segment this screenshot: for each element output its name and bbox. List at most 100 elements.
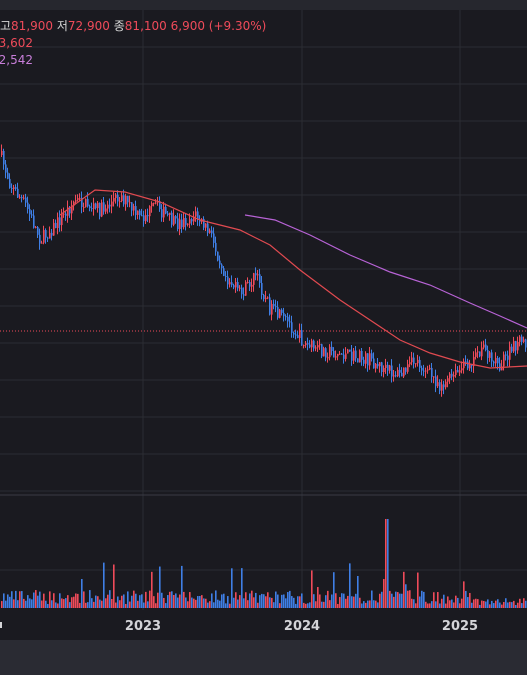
candle-body: [225, 275, 227, 277]
candle-body: [309, 344, 311, 348]
volume-bar: [387, 519, 389, 608]
candle-body: [277, 307, 279, 318]
volume-bar: [1, 601, 3, 608]
volume-bar: [125, 603, 127, 608]
volume-bar: [403, 571, 405, 608]
candle-body: [349, 349, 351, 352]
candle-body: [423, 370, 425, 372]
x-tick-label: 2025: [442, 619, 478, 634]
candle-body: [403, 367, 405, 377]
volume-bar: [459, 603, 461, 608]
volume-bar: [205, 598, 207, 608]
volume-bar: [71, 597, 73, 608]
candle-body: [443, 384, 445, 388]
volume-bar: [227, 596, 229, 608]
volume-bar: [443, 594, 445, 608]
volume-bar: [447, 596, 449, 608]
candle-body: [19, 197, 21, 199]
volume-bar: [63, 599, 65, 608]
candle-body: [419, 359, 421, 368]
candle-body: [45, 230, 47, 238]
volume-bar: [107, 594, 109, 608]
volume-bar: [147, 601, 149, 608]
candle-body: [153, 202, 155, 204]
candle-body: [125, 195, 127, 205]
candle-body: [399, 369, 401, 373]
candle-body: [389, 365, 391, 371]
volume-bar: [289, 590, 291, 608]
ma2-row: 82,542: [0, 52, 266, 69]
volume-bar: [449, 600, 451, 608]
volume-bar: [303, 602, 305, 608]
volume-bar: [25, 600, 27, 608]
candle-body: [473, 356, 475, 367]
volume-bar: [261, 593, 263, 608]
candle-body: [391, 365, 393, 377]
candle-body: [69, 207, 71, 214]
volume-bar: [155, 603, 157, 608]
volume-bar: [517, 602, 519, 608]
volume-bar: [187, 601, 189, 608]
candle-body: [223, 268, 225, 276]
volume-bar: [81, 579, 83, 608]
volume-bar: [277, 594, 279, 608]
candle-body: [127, 195, 129, 203]
candle-body: [507, 355, 509, 360]
ohlc-legend: 고81,900 저72,900 종81,100 6,900 (+9.30%) 8…: [0, 18, 266, 69]
volume-bar: [349, 563, 351, 608]
candle-body: [271, 303, 273, 315]
volume-bar: [359, 597, 361, 608]
chart-svg[interactable]: 2023 2024 2025: [0, 10, 527, 640]
candle-body: [167, 213, 169, 215]
candle-body: [253, 273, 255, 285]
candle-body: [29, 209, 31, 215]
candle-body: [257, 274, 259, 276]
candle-body: [27, 202, 29, 210]
candle-body: [159, 201, 161, 210]
candle-body: [479, 351, 481, 357]
volume-bar: [385, 519, 387, 608]
volume-bar: [405, 584, 407, 608]
volume-bar: [283, 594, 285, 608]
volume-bar: [391, 593, 393, 608]
volume-bar: [483, 600, 485, 608]
volume-bar: [415, 603, 417, 608]
volume-bar: [343, 593, 345, 608]
candle-body: [15, 187, 17, 189]
candle-body: [227, 276, 229, 285]
candle-body: [435, 376, 437, 387]
volume-bar: [503, 602, 505, 608]
chart-area[interactable]: [0, 10, 527, 640]
candle-body: [429, 367, 431, 370]
volume-bar: [129, 601, 131, 608]
candle-body: [323, 348, 325, 357]
volume-bar: [243, 598, 245, 608]
candle-body: [341, 353, 343, 355]
candle-body: [417, 359, 419, 364]
volume-bar: [511, 602, 513, 608]
candle-body: [493, 361, 495, 364]
candle-body: [189, 219, 191, 224]
candle-body: [483, 344, 485, 348]
volume-bar: [249, 593, 251, 608]
volume-bar: [173, 595, 175, 608]
candle-body: [155, 202, 157, 204]
ohlc-row: 고81,900 저72,900 종81,100 6,900 (+9.30%): [0, 18, 266, 35]
volume-bar: [103, 562, 105, 608]
volume-bar: [97, 596, 99, 608]
candle-body: [289, 321, 291, 323]
candle-body: [351, 351, 353, 361]
low-label: 저: [56, 19, 68, 33]
volume-bar: [523, 598, 525, 608]
volume-bar: [91, 598, 93, 608]
volume-bar: [99, 599, 101, 608]
candle-body: [213, 233, 215, 243]
volume-bar: [505, 598, 507, 608]
candle-body: [181, 219, 183, 228]
volume-bar: [341, 593, 343, 608]
candle-body: [333, 350, 335, 358]
volume-bar: [95, 595, 97, 608]
candle-body: [123, 195, 125, 205]
volume-bar: [251, 590, 253, 608]
candle-body: [73, 201, 75, 206]
